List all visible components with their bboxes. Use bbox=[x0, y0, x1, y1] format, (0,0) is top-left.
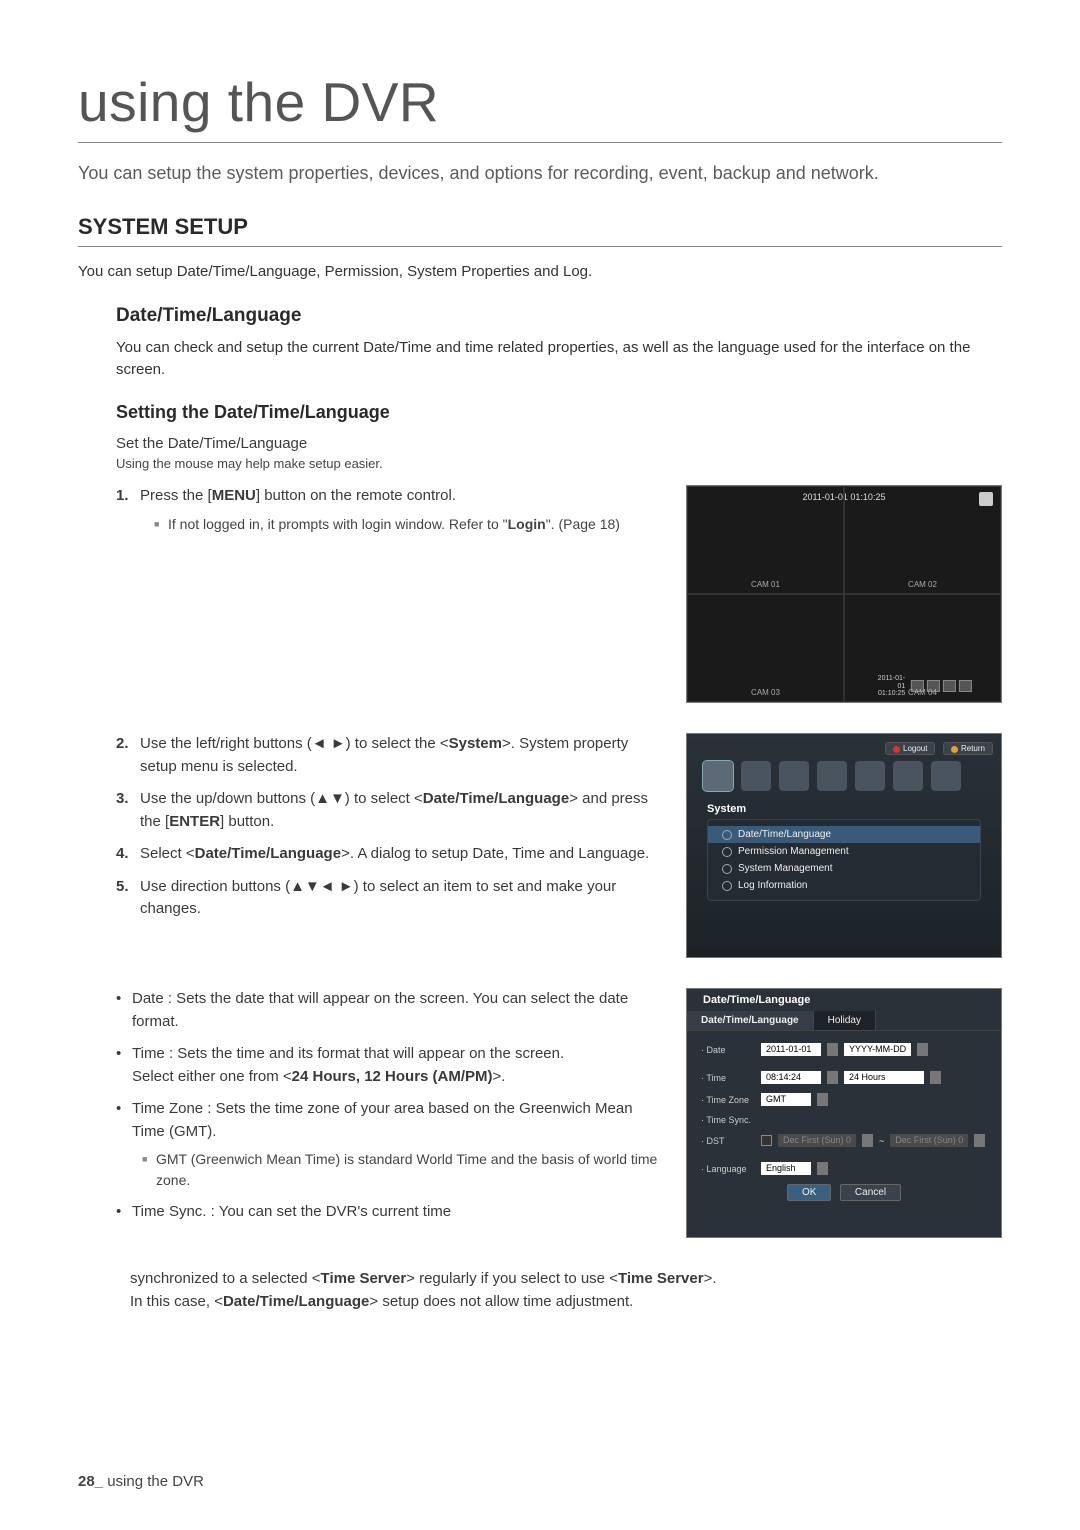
bullet-timesync: Time Sync. : You can set the DVR's curre… bbox=[116, 1201, 666, 1224]
screenshot-dtl-dialog: Date/Time/Language Date/Time/Language Ho… bbox=[686, 988, 1002, 1238]
step-1: 1. Press the [MENU] button on the remote… bbox=[116, 485, 666, 535]
row-dst: · DST Dec First (Sun) 0 ~ Dec First (Sun… bbox=[701, 1134, 987, 1147]
dropdown-icon[interactable] bbox=[817, 1093, 828, 1106]
menu-item-permission[interactable]: Permission Management bbox=[708, 843, 980, 860]
gear-icon bbox=[722, 864, 732, 874]
step-4: 4. Select <Date/Time/Language>. A dialog… bbox=[116, 843, 666, 866]
nav-icon[interactable] bbox=[893, 761, 923, 791]
toolbar-icon bbox=[943, 680, 956, 692]
dropdown-icon[interactable] bbox=[827, 1071, 838, 1084]
step-1-sub: If not logged in, it prompts with login … bbox=[154, 514, 666, 535]
dropdown-icon[interactable] bbox=[817, 1162, 828, 1175]
system-setup-desc: You can setup Date/Time/Language, Permis… bbox=[78, 261, 1002, 283]
step-num: 1. bbox=[116, 485, 129, 508]
row-language: · Language English bbox=[701, 1162, 987, 1175]
nav-icon[interactable] bbox=[931, 761, 961, 791]
screenshot-quad-view: 2011-01-01 01:10:25 CAM 01 CAM 02 CAM 03… bbox=[686, 485, 1002, 703]
nav-icon[interactable] bbox=[817, 761, 847, 791]
system-icon[interactable] bbox=[703, 761, 733, 791]
dst-from-field: Dec First (Sun) 0 bbox=[778, 1134, 856, 1147]
time-format-field[interactable]: 24 Hours bbox=[844, 1071, 924, 1084]
system-menu-box: Date/Time/Language Permission Management… bbox=[707, 819, 981, 901]
step-num: 3. bbox=[116, 788, 129, 811]
date-format-field[interactable]: YYYY-MM-DD bbox=[844, 1043, 911, 1056]
tab-dtl[interactable]: Date/Time/Language bbox=[687, 1011, 814, 1030]
nav-icon[interactable] bbox=[741, 761, 771, 791]
row-timesync: · Time Sync. bbox=[701, 1115, 987, 1125]
log-icon bbox=[722, 881, 732, 891]
cam-label: CAM 01 bbox=[751, 580, 780, 589]
step-num: 2. bbox=[116, 733, 129, 756]
ok-button[interactable]: OK bbox=[787, 1184, 831, 1201]
dropdown-icon[interactable] bbox=[930, 1071, 941, 1084]
timesync-continuation: synchronized to a selected <Time Server>… bbox=[130, 1268, 1002, 1313]
return-button[interactable]: Return bbox=[943, 742, 993, 755]
toolbar-icon bbox=[959, 680, 972, 692]
row-time: · Time 08:14:24 24 Hours bbox=[701, 1071, 987, 1084]
setting-heading: Setting the Date/Time/Language bbox=[116, 402, 1002, 423]
language-field[interactable]: English bbox=[761, 1162, 811, 1175]
cam-label: CAM 02 bbox=[908, 580, 937, 589]
dropdown-icon[interactable] bbox=[827, 1043, 838, 1056]
system-label: System bbox=[707, 803, 993, 815]
tab-holiday[interactable]: Holiday bbox=[814, 1011, 876, 1030]
globe-icon bbox=[722, 830, 732, 840]
timezone-field[interactable]: GMT bbox=[761, 1093, 811, 1106]
menu-item-dtl[interactable]: Date/Time/Language bbox=[708, 826, 980, 843]
bullet-timezone: Time Zone : Sets the time zone of your a… bbox=[116, 1098, 666, 1191]
step-2: 2. Use the left/right buttons (◄ ►) to s… bbox=[116, 733, 666, 778]
menu-item-log[interactable]: Log Information bbox=[708, 877, 980, 894]
cam-label: CAM 03 bbox=[751, 688, 780, 697]
step-3: 3. Use the up/down buttons (▲▼) to selec… bbox=[116, 788, 666, 833]
bullet-timezone-sub: GMT (Greenwich Mean Time) is standard Wo… bbox=[142, 1149, 666, 1191]
page-title: using the DVR bbox=[78, 70, 1002, 143]
dialog-title: Date/Time/Language bbox=[703, 994, 810, 1006]
nav-icon[interactable] bbox=[855, 761, 885, 791]
menu-item-sysmgmt[interactable]: System Management bbox=[708, 860, 980, 877]
step-num: 4. bbox=[116, 843, 129, 866]
user-icon bbox=[722, 847, 732, 857]
page-footer: 28_ using the DVR bbox=[78, 1473, 204, 1490]
step-num: 5. bbox=[116, 876, 129, 899]
cancel-button[interactable]: Cancel bbox=[840, 1184, 901, 1201]
dropdown-icon[interactable] bbox=[917, 1043, 928, 1056]
intro-text: You can setup the system properties, dev… bbox=[78, 161, 1002, 186]
cam-label: CAM 04 bbox=[908, 688, 937, 697]
dst-to-field: Dec First (Sun) 0 bbox=[890, 1134, 968, 1147]
nav-icon[interactable] bbox=[779, 761, 809, 791]
row-date: · Date 2011-01-01 YYYY-MM-DD bbox=[701, 1043, 987, 1056]
step-5: 5. Use direction buttons (▲▼◄ ►) to sele… bbox=[116, 876, 666, 921]
bullet-date: Date : Sets the date that will appear on… bbox=[116, 988, 666, 1033]
system-setup-heading: SYSTEM SETUP bbox=[78, 214, 1002, 247]
dtl-heading: Date/Time/Language bbox=[116, 305, 1002, 327]
dropdown-icon bbox=[974, 1134, 985, 1147]
dst-checkbox[interactable] bbox=[761, 1135, 772, 1146]
logout-button[interactable]: Logout bbox=[885, 742, 935, 755]
time-field[interactable]: 08:14:24 bbox=[761, 1071, 821, 1084]
setting-line2: Using the mouse may help make setup easi… bbox=[116, 456, 1002, 471]
row-timezone: · Time Zone GMT bbox=[701, 1093, 987, 1106]
dtl-desc: You can check and setup the current Date… bbox=[116, 337, 1002, 381]
date-field[interactable]: 2011-01-01 bbox=[761, 1043, 821, 1056]
bullet-time: Time : Sets the time and its format that… bbox=[116, 1043, 666, 1088]
screenshot-system-menu: Logout Return System Date/Time/Language … bbox=[686, 733, 1002, 958]
dropdown-icon bbox=[862, 1134, 873, 1147]
setting-line1: Set the Date/Time/Language bbox=[116, 435, 1002, 452]
